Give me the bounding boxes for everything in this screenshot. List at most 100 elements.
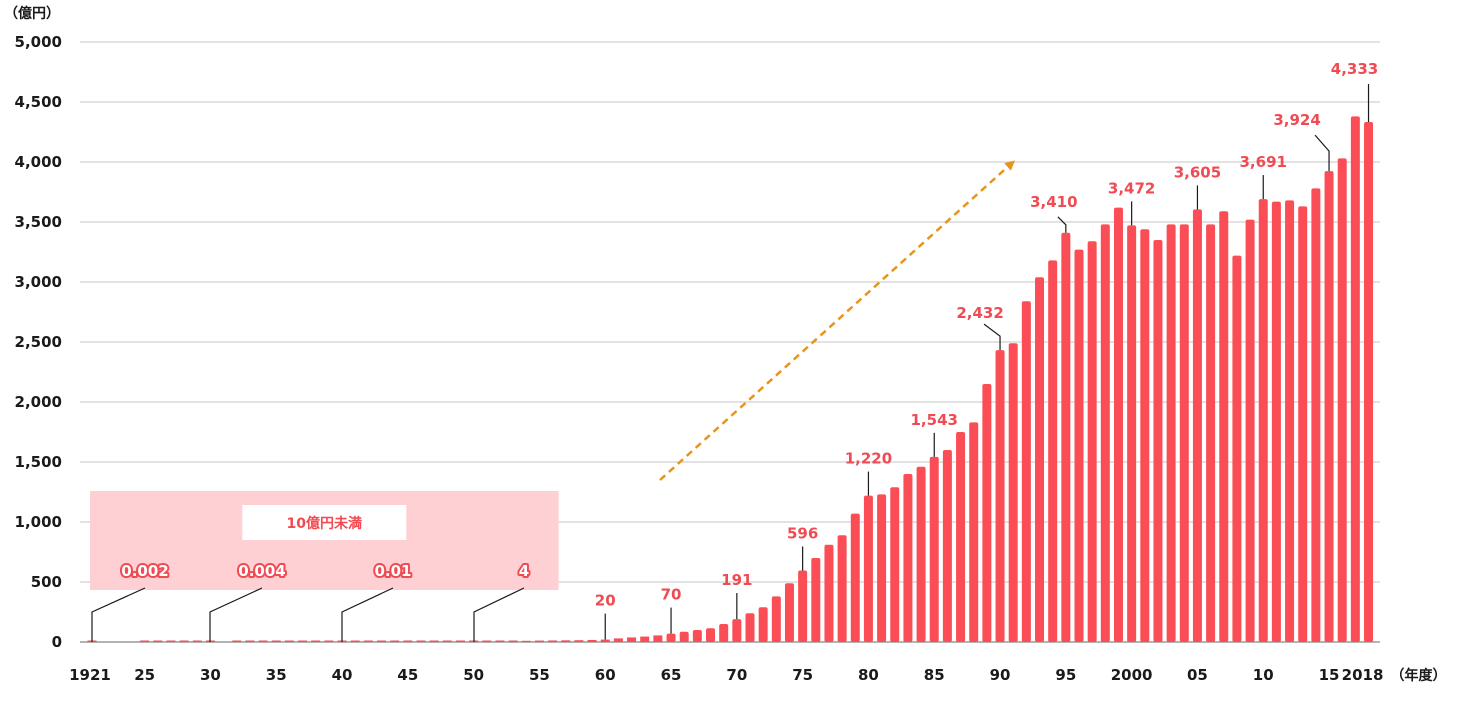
x-tick-label: 45 [397,666,418,684]
bar [1008,343,1018,642]
shaded-region-label: 10億円未満 [287,515,362,532]
x-tick-label: 2018 [1342,666,1384,684]
bar [732,619,742,642]
bar [587,639,597,642]
bar [1048,260,1058,642]
bar [679,631,689,642]
bar [903,474,913,642]
y-tick-label: 500 [31,573,62,591]
bar [653,635,663,642]
bar [811,558,821,642]
data-label: 2,432 [956,304,1003,322]
data-label: 70 [661,586,682,604]
bar [192,640,202,642]
bar [956,432,966,642]
trend-arrow-line [659,160,1015,481]
bar [416,640,426,642]
bar [1245,219,1255,642]
x-tick-label: 55 [529,666,550,684]
data-label: 596 [787,524,818,542]
bar [982,384,992,642]
y-tick-label: 2,500 [15,333,62,351]
bar [942,450,952,642]
x-tick-label: 2000 [1111,666,1153,684]
data-label: 191 [721,571,752,589]
bar [1311,188,1321,642]
bar [1232,255,1242,642]
bar [627,637,637,642]
data-label-leader [1057,216,1067,233]
bar [534,640,544,642]
bar [1285,200,1295,642]
x-tick-label: 30 [200,666,221,684]
data-label: 0.01 [374,562,411,580]
bar [692,630,702,642]
bar [916,466,926,642]
trend-arrow [659,160,1015,481]
bar [377,640,387,642]
bars [87,116,1374,643]
bar [521,640,531,642]
bar [284,640,294,642]
bar [548,640,558,642]
data-label-leader [473,587,525,642]
data-label: 1,220 [845,450,892,468]
x-tick-label: 75 [792,666,813,684]
y-tick-label: 4,000 [15,153,62,171]
bar [798,570,808,642]
x-tick-label: 70 [726,666,747,684]
x-tick-label: 1921 [69,666,111,684]
bar [850,513,860,642]
bar [1364,122,1374,643]
bar [140,640,150,642]
bar [824,544,834,642]
x-tick-label: 15 [1319,666,1340,684]
y-tick-label: 2,000 [15,393,62,411]
bar [995,350,1005,642]
data-label-leader [209,587,263,642]
x-tick-label: 65 [661,666,682,684]
bar [429,640,439,642]
y-tick-label: 4,500 [15,93,62,111]
x-tick-label: 40 [332,666,353,684]
x-tick-label: 25 [134,666,155,684]
bar [1258,199,1268,642]
bar [482,640,492,642]
bar [1100,224,1110,642]
bar [771,596,781,642]
bar [1087,241,1097,642]
bar [1219,211,1229,642]
y-tick-label: 0 [52,633,62,651]
data-label: 4 [519,562,529,580]
bar [1153,240,1163,642]
bar [1337,158,1347,642]
bar [929,456,939,642]
bar [706,628,716,642]
bar [666,633,676,642]
y-tick-label: 1,500 [15,453,62,471]
bar [574,640,584,642]
bar [166,640,176,642]
bar [311,640,321,642]
bar [1113,207,1123,642]
bar [1271,201,1281,642]
x-tick-label: 85 [924,666,945,684]
bar [403,640,413,642]
x-tick-label: 05 [1187,666,1208,684]
bar [390,640,400,642]
bar [1179,224,1189,642]
bar [455,640,465,642]
bar [758,607,768,642]
x-tick-label: 10 [1253,666,1274,684]
x-tick-label: 80 [858,666,879,684]
data-label: 0.004 [238,562,285,580]
bar [640,636,650,642]
data-label: 3,410 [1030,193,1077,211]
data-labels: 0.002 0.004 0.01 4 20 70 191 596 1,220 1,543 2,432… [91,60,1378,642]
bar [784,583,794,642]
bar [1140,229,1150,642]
bar [600,639,610,642]
bar [561,640,571,642]
bar [363,640,373,642]
